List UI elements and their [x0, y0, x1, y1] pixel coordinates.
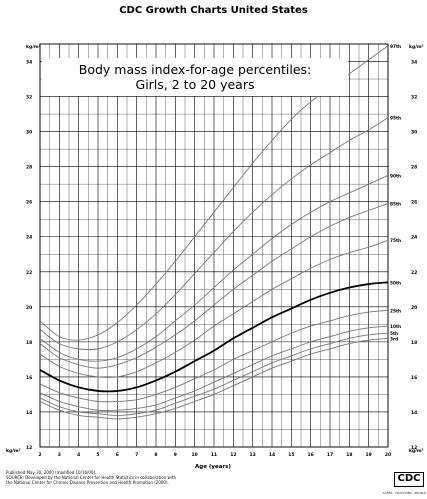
curve-5th: [39, 332, 389, 416]
curve-85th: [39, 203, 389, 369]
y-tick-label-left: 24: [26, 235, 32, 241]
curve-90th: [39, 175, 389, 362]
y-axis-unit-top-right: kg/m²: [409, 44, 424, 50]
curve-label-3rd: 3rd: [390, 336, 398, 342]
x-tick-label: 18: [346, 452, 352, 458]
y-tick-label-right: 24: [411, 235, 417, 241]
x-tick-label: 2: [38, 452, 41, 458]
y-tick-label-right: 30: [411, 130, 417, 136]
y-axis-unit-bottom-right: kg/m²: [409, 448, 424, 454]
y-tick-label-left: 28: [26, 165, 32, 171]
y-tick-label-right: 20: [411, 305, 417, 311]
x-tick-label: 11: [211, 452, 217, 458]
x-tick-label: 16: [308, 452, 314, 458]
curve-3rd: [39, 337, 389, 420]
y-tick-label-left: 18: [26, 340, 32, 346]
y-tick-label-right: 32: [411, 95, 417, 101]
x-tick-label: 13: [250, 452, 256, 458]
curve-label-85th: 85th: [390, 201, 401, 207]
x-tick-label: 6: [116, 452, 119, 458]
x-tick-label: 5: [96, 452, 99, 458]
footer-line-2: SOURCE: Developed by the National Center…: [6, 475, 177, 480]
y-tick-label-left: 22: [26, 270, 32, 276]
y-tick-label-right: 26: [411, 200, 417, 206]
x-tick-label: 17: [327, 452, 333, 458]
y-tick-label-right: 14: [411, 410, 417, 416]
footer-line-1: Published May 30, 2000 (modified 10/16/0…: [6, 470, 97, 475]
y-tick-label-left: 14: [26, 410, 32, 416]
chart-title: Body mass index-for-age percentiles:: [79, 62, 311, 77]
x-tick-label: 15: [288, 452, 294, 458]
curve-label-25th: 25th: [390, 308, 401, 314]
chart-header-title: CDC Growth Charts United States: [119, 5, 308, 16]
cdc-logo: CDC: [394, 472, 424, 487]
curve-label-50th: 50th: [390, 280, 401, 286]
curve-50th: [39, 281, 389, 393]
curve-label-10th: 10th: [390, 324, 401, 330]
y-tick-label-right: 12: [411, 445, 417, 451]
x-tick-label: 14: [269, 452, 275, 458]
curve-label-75th: 75th: [390, 238, 401, 244]
curve-label-95th: 95th: [390, 116, 401, 122]
x-tick-label: 4: [77, 452, 80, 458]
footer-line-3: the National Center for Chronic Disease …: [6, 480, 169, 485]
x-tick-label: 12: [230, 452, 236, 458]
y-tick-label-right: 22: [411, 270, 417, 276]
x-tick-label: 8: [154, 452, 157, 458]
grid: [39, 43, 389, 448]
y-tick-label-right: 18: [411, 340, 417, 346]
x-tick-label: 7: [135, 452, 138, 458]
y-tick-label-right: 34: [411, 60, 417, 66]
curve-75th: [39, 239, 389, 378]
curve-25th: [39, 309, 389, 403]
y-tick-label-left: 26: [26, 200, 32, 206]
footer-source: Published May 30, 2000 (modified 10/16/0…: [6, 470, 306, 485]
x-tick-label: 19: [366, 452, 372, 458]
cdc-tagline: SAFER · HEALTHIER · PEOPLE: [382, 491, 426, 495]
y-tick-label-right: 28: [411, 165, 417, 171]
curve-label-97th: 97th: [390, 44, 401, 50]
percentile-curves: [39, 45, 389, 420]
y-tick-label-left: 32: [26, 95, 32, 101]
x-tick-label: 3: [58, 452, 61, 458]
y-tick-label-left: 16: [26, 375, 32, 381]
y-axis-unit-bottom: kg/m²: [6, 448, 21, 454]
y-tick-label-left: 12: [26, 445, 32, 451]
y-tick-label-left: 20: [26, 305, 32, 311]
y-tick-label-right: 16: [411, 375, 417, 381]
x-axis-label: Age (years): [195, 464, 231, 470]
curve-95th: [39, 117, 389, 351]
y-tick-label-left: 34: [26, 60, 32, 66]
x-tick-label: 9: [174, 452, 177, 458]
y-tick-label-left: 30: [26, 130, 32, 136]
curve-10th: [39, 325, 389, 411]
x-tick-label: 20: [385, 452, 391, 458]
curve-label-90th: 90th: [390, 173, 401, 179]
chart-title-box: [42, 58, 348, 96]
chart-subtitle: Girls, 2 to 20 years: [136, 77, 255, 92]
y-axis-unit-top: kg/m²: [26, 44, 41, 50]
x-tick-label: 10: [192, 452, 198, 458]
curve-label-5th: 5th: [390, 331, 398, 337]
